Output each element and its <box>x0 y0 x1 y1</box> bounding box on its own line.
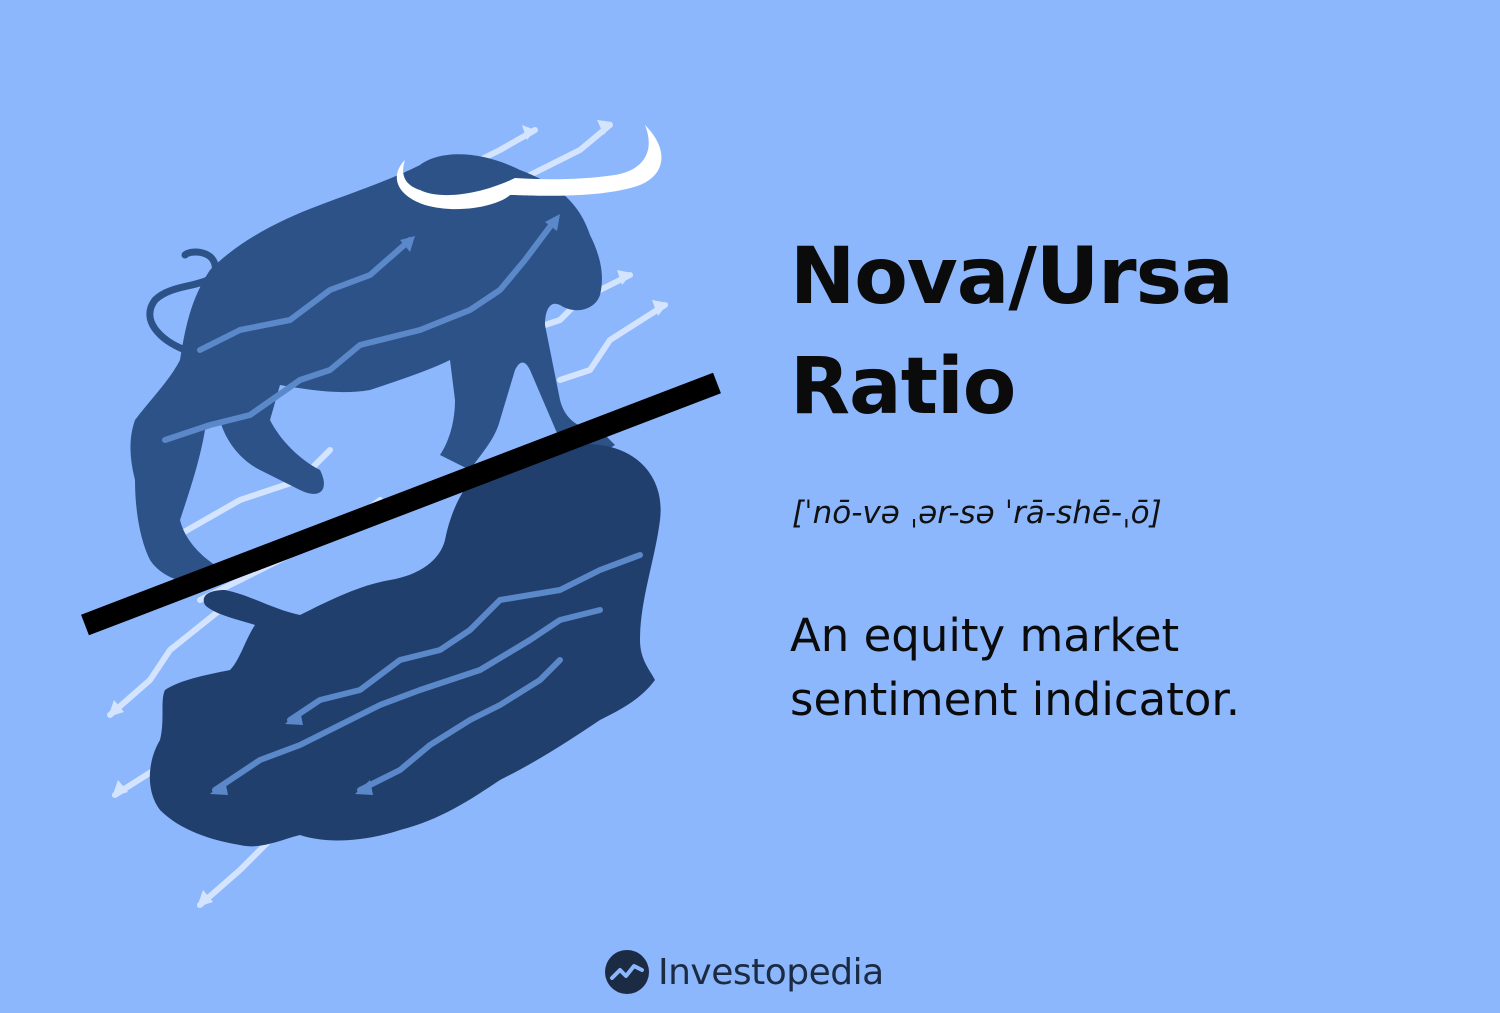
definition-line-2: sentiment indicator. <box>790 673 1241 726</box>
investopedia-logo-icon <box>605 950 649 994</box>
definition-text: An equity market sentiment indicator. <box>790 604 1450 732</box>
foreground-arrows <box>162 217 643 793</box>
bull-horns <box>396 125 662 210</box>
foreground-arrow-heads <box>210 214 560 795</box>
brand-logo: Investopedia <box>604 947 884 997</box>
definition-line-1: An equity market <box>790 609 1180 662</box>
divider-line <box>81 372 721 636</box>
bull-silhouette <box>130 154 615 582</box>
page-title: Nova/Ursa Ratio <box>790 222 1450 442</box>
bear-silhouette <box>149 443 661 847</box>
bull-bear-illustration <box>81 120 721 908</box>
bull-tail <box>146 248 219 354</box>
title-line-1: Nova/Ursa <box>790 232 1234 322</box>
background-arrow-heads <box>108 120 668 907</box>
pronunciation: [ˈnō-və ˌər-sə ˈrā-shē-ˌō] <box>792 495 1162 531</box>
brand-name: Investopedia <box>658 951 884 993</box>
title-line-2: Ratio <box>790 342 1016 432</box>
